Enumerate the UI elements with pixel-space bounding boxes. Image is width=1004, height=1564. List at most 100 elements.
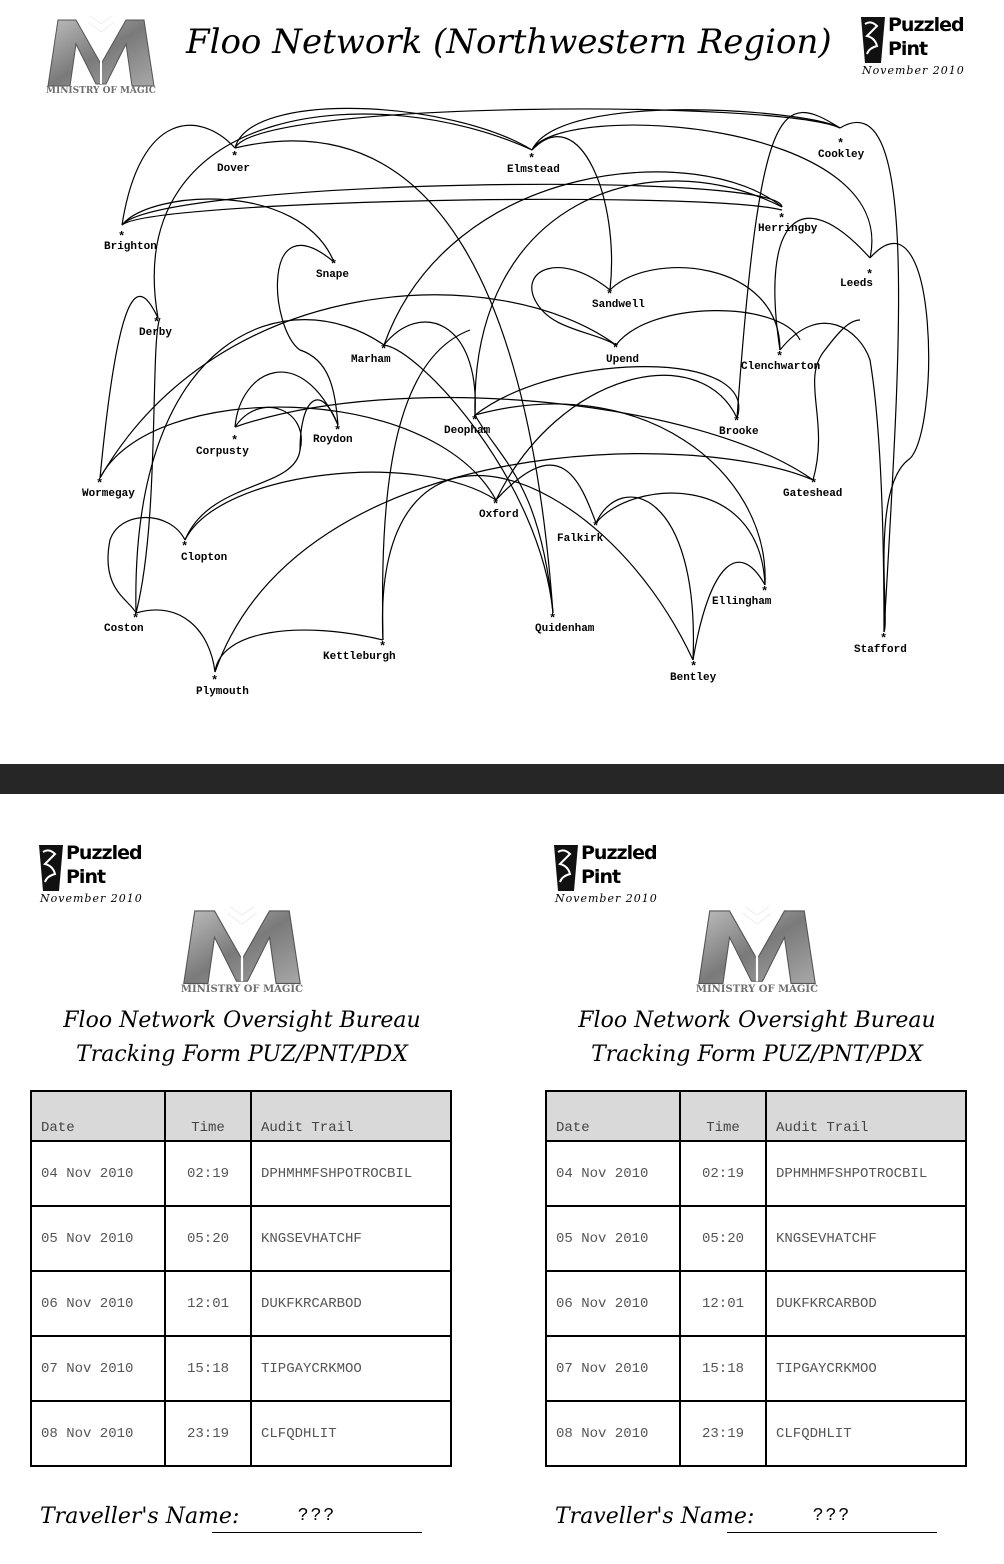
city-dover: Dover: [217, 163, 251, 175]
page-divider: [0, 764, 1004, 794]
col-time: Time: [679, 1090, 767, 1142]
badge-pint: Pint: [66, 866, 106, 888]
cell-time: 05:20: [164, 1205, 252, 1272]
puzzled-pint-badge: Puzzled Pint November 2010: [860, 14, 965, 77]
cell-trail: DUKFKRCARBOD: [765, 1270, 967, 1337]
city-marker: *: [690, 660, 697, 674]
col-audit-trail: Audit Trail: [250, 1090, 452, 1142]
table-row: 04 Nov 2010 02:19 DPHMHMFSHPOTROCBIL: [30, 1140, 452, 1207]
cell-date: 08 Nov 2010: [545, 1400, 681, 1467]
form2-title-line2: Tracking Form PUZ/PNT/PDX: [591, 1042, 923, 1067]
city-marker: *: [132, 612, 139, 626]
cell-time: 15:18: [679, 1335, 767, 1402]
cell-trail: KNGSEVHATCHF: [765, 1205, 967, 1272]
city-falkirk: Falkirk: [557, 533, 604, 545]
city-upend: Upend: [606, 354, 640, 366]
city-brighton: Brighton: [104, 241, 157, 253]
form2-traveller-name-field[interactable]: ???: [727, 1506, 937, 1533]
city-ellingham: Ellingham: [712, 596, 772, 608]
cell-time: 12:01: [164, 1270, 252, 1337]
city-cookley: Cookley: [818, 149, 865, 161]
city-marker: *: [330, 258, 337, 272]
city-marker: *: [231, 150, 238, 164]
city-wormegay: Wormegay: [82, 488, 135, 500]
city-marker: *: [549, 612, 556, 626]
city-marker: *: [181, 540, 188, 554]
city-marker: *: [379, 640, 386, 654]
city-marker: *: [528, 152, 535, 166]
col-audit-trail: Audit Trail: [765, 1090, 967, 1142]
cell-date: 08 Nov 2010: [30, 1400, 166, 1467]
cell-date: 05 Nov 2010: [545, 1205, 681, 1272]
city-marker: *: [810, 477, 817, 491]
ministry-m-emblem: [47, 15, 155, 87]
badge-date: November 2010: [555, 892, 658, 905]
table-row: 04 Nov 2010 02:19 DPHMHMFSHPOTROCBIL: [545, 1140, 967, 1207]
pint-glass-icon: [39, 845, 63, 891]
cell-date: 07 Nov 2010: [545, 1335, 681, 1402]
city-marker: *: [776, 350, 783, 364]
form1-title-line1: Floo Network Oversight Bureau: [63, 1008, 421, 1033]
col-date: Date: [545, 1090, 681, 1142]
cell-trail: CLFQDHLIT: [250, 1400, 452, 1467]
cell-trail: KNGSEVHATCHF: [250, 1205, 452, 1272]
city-marker: *: [606, 288, 613, 302]
floo-network-map: * * * * * * * * * * * * * * * * * * * * …: [96, 107, 930, 688]
form2-audit-table: Date Time Audit Trail 04 Nov 2010 02:19 …: [545, 1090, 967, 1467]
table-header-row: Date Time Audit Trail: [545, 1090, 967, 1142]
city-marker: *: [211, 674, 218, 688]
table-row: 07 Nov 2010 15:18 TIPGAYCRKMOO: [545, 1335, 967, 1402]
form2-title-line1: Floo Network Oversight Bureau: [578, 1008, 936, 1033]
city-marker: *: [153, 316, 160, 330]
form2-traveller-label: Traveller's Name:: [555, 1504, 755, 1529]
cell-time: 23:19: [164, 1400, 252, 1467]
ministry-m-emblem: [183, 906, 301, 984]
city-corpusty: Corpusty: [196, 446, 249, 458]
ministry-caption: MINISTRY OF MAGIC: [180, 984, 304, 995]
badge-date: November 2010: [862, 64, 965, 77]
city-marker: *: [380, 343, 387, 357]
city-marker: *: [837, 137, 844, 151]
cell-trail: DPHMHMFSHPOTROCBIL: [250, 1140, 452, 1207]
form1-traveller-name-field[interactable]: ???: [212, 1506, 422, 1533]
col-time: Time: [164, 1090, 252, 1142]
city-marker: *: [761, 585, 768, 599]
page-title: Floo Network (Northwestern Region): [186, 22, 832, 62]
badge-puzzled: Puzzled: [66, 842, 143, 864]
city-coston: Coston: [104, 623, 144, 635]
city-clenchwarton: Clenchwarton: [741, 361, 821, 373]
map-city-markers: * * * * * * * * * * * * * * * * * * * * …: [96, 137, 887, 688]
table-row: 08 Nov 2010 23:19 CLFQDHLIT: [30, 1400, 452, 1467]
city-marker: *: [96, 477, 103, 491]
table-row: 05 Nov 2010 05:20 KNGSEVHATCHF: [30, 1205, 452, 1272]
city-gateshead: Gateshead: [783, 488, 843, 500]
city-marker: *: [118, 230, 125, 244]
pint-glass-icon: [861, 17, 885, 63]
city-marham: Marham: [351, 354, 391, 366]
cell-trail: TIPGAYCRKMOO: [765, 1335, 967, 1402]
cell-date: 04 Nov 2010: [30, 1140, 166, 1207]
form1-title-line2: Tracking Form PUZ/PNT/PDX: [76, 1042, 408, 1067]
city-marker: *: [492, 498, 499, 512]
table-row: 06 Nov 2010 12:01 DUKFKRCARBOD: [545, 1270, 967, 1337]
form2-ministry-logo: MINISTRY OF MAGIC: [679, 904, 835, 998]
cell-date: 05 Nov 2010: [30, 1205, 166, 1272]
cell-date: 07 Nov 2010: [30, 1335, 166, 1402]
cell-trail: TIPGAYCRKMOO: [250, 1335, 452, 1402]
city-kettleburgh: Kettleburgh: [323, 651, 396, 663]
cell-date: 06 Nov 2010: [30, 1270, 166, 1337]
badge-date: November 2010: [40, 892, 143, 905]
form1-audit-table: Date Time Audit Trail 04 Nov 2010 02:19 …: [30, 1090, 452, 1467]
cell-time: 12:01: [679, 1270, 767, 1337]
table-row: 08 Nov 2010 23:19 CLFQDHLIT: [545, 1400, 967, 1467]
city-elmstead: Elmstead: [507, 164, 560, 176]
form1-puzzled-pint-badge: Puzzled Pint November 2010: [38, 842, 143, 905]
city-marker: *: [612, 342, 619, 356]
city-derby: Derby: [139, 327, 173, 339]
cell-date: 04 Nov 2010: [545, 1140, 681, 1207]
badge-puzzled: Puzzled: [888, 14, 965, 36]
ministry-caption: MINISTRY OF MAGIC: [695, 984, 819, 995]
table-row: 05 Nov 2010 05:20 KNGSEVHATCHF: [545, 1205, 967, 1272]
cell-date: 06 Nov 2010: [545, 1270, 681, 1337]
cell-time: 23:19: [679, 1400, 767, 1467]
